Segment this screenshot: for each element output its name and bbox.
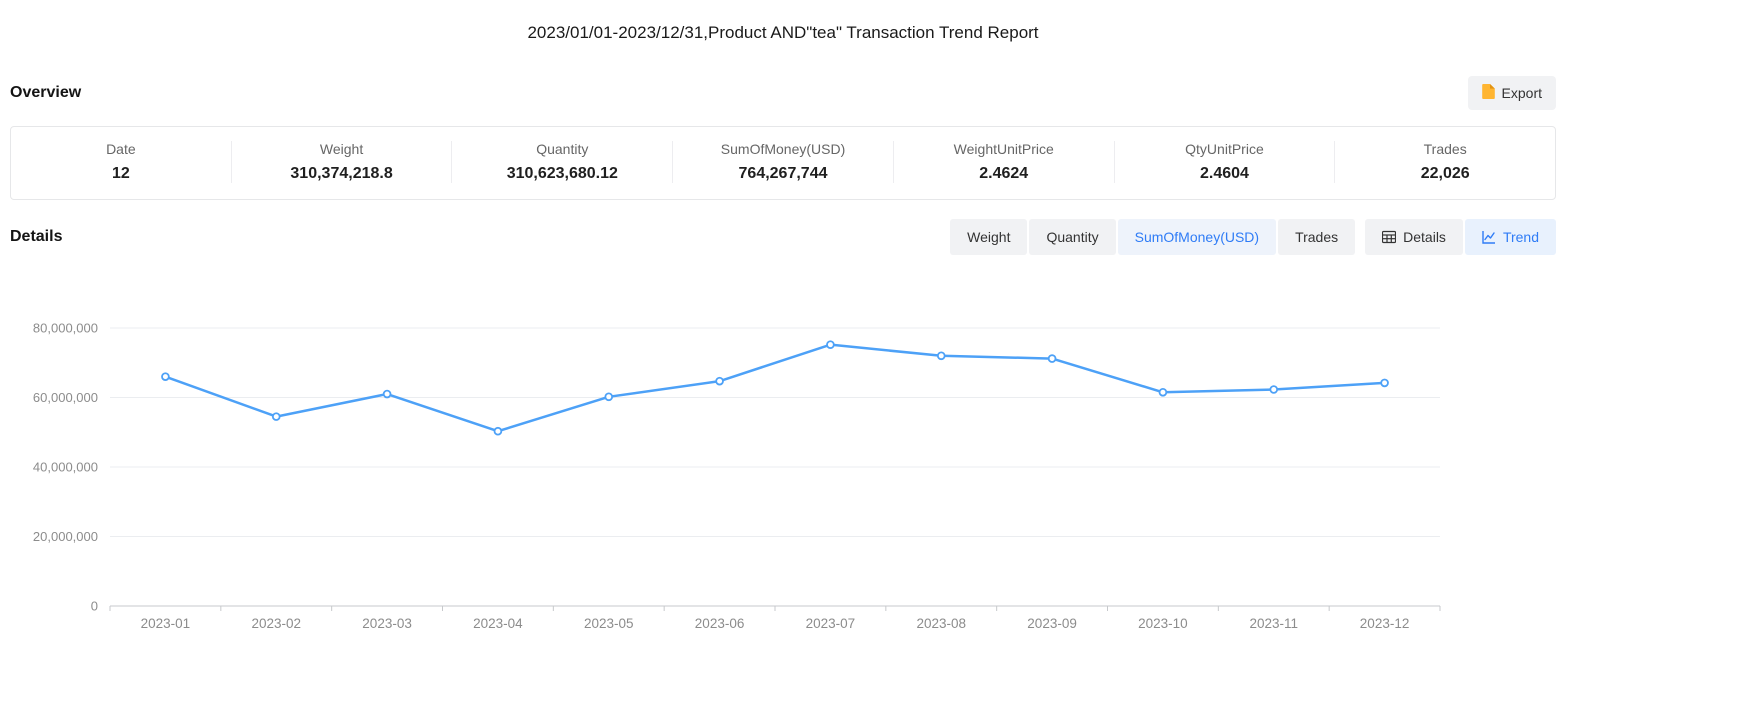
x-axis-tick-label: 2023-01 bbox=[141, 616, 191, 631]
details-header-row: Details Weight Quantity SumOfMoney(USD) … bbox=[10, 219, 1556, 255]
export-button-label: Export bbox=[1501, 85, 1542, 101]
y-axis-tick-label: 20,000,000 bbox=[33, 529, 98, 544]
x-axis-tick-label: 2023-06 bbox=[695, 616, 745, 631]
x-axis-tick-label: 2023-02 bbox=[251, 616, 301, 631]
tab-label: Trades bbox=[1295, 229, 1339, 245]
stat-item-weight: Weight 310,374,218.8 bbox=[232, 141, 453, 183]
stat-label: QtyUnitPrice bbox=[1185, 141, 1264, 157]
stat-value: 22,026 bbox=[1420, 165, 1470, 182]
trend-chart-icon bbox=[1482, 230, 1496, 244]
data-point-marker bbox=[1269, 385, 1279, 394]
x-axis-tick-label: 2023-11 bbox=[1249, 616, 1298, 631]
tab-trades[interactable]: Trades bbox=[1278, 219, 1356, 255]
view-tab-group: Details Trend bbox=[1365, 219, 1556, 255]
x-axis-tick-label: 2023-07 bbox=[806, 616, 856, 631]
y-axis-tick-label: 80,000,000 bbox=[33, 321, 98, 336]
data-point-marker bbox=[826, 340, 835, 349]
stat-item-sumofmoney: SumOfMoney(USD) 764,267,744 bbox=[673, 141, 894, 183]
stat-label: WeightUnitPrice bbox=[953, 141, 1054, 157]
tab-details-view[interactable]: Details bbox=[1365, 219, 1463, 255]
x-axis-tick-label: 2023-03 bbox=[362, 616, 412, 631]
tab-trend-view[interactable]: Trend bbox=[1464, 219, 1556, 255]
stat-value: 310,374,218.8 bbox=[290, 165, 393, 182]
trend-series-line bbox=[164, 343, 1386, 433]
stat-label: SumOfMoney(USD) bbox=[720, 141, 846, 157]
data-point-marker bbox=[1047, 354, 1057, 363]
tab-label: Details bbox=[1403, 229, 1446, 245]
stat-value: 310,623,680.12 bbox=[506, 165, 618, 182]
data-point-marker bbox=[604, 392, 614, 402]
trend-line-chart: 0 20,000,000 40,000,000 60,000,000 80,000,00… bbox=[33, 321, 1441, 631]
overview-stats-bar: Date 12 Weight 310,374,218.8 Quantity 31… bbox=[10, 126, 1556, 200]
data-point-marker bbox=[493, 426, 503, 436]
tab-quantity[interactable]: Quantity bbox=[1029, 219, 1116, 255]
y-axis-tick-label: 40,000,000 bbox=[33, 460, 98, 475]
data-point-marker bbox=[382, 389, 392, 399]
x-axis-tick-label: 2023-05 bbox=[584, 616, 634, 631]
data-point-marker bbox=[271, 412, 281, 421]
overview-header-row: Overview Export bbox=[10, 75, 1556, 111]
stat-label: Quantity bbox=[536, 141, 589, 157]
x-axis-tick-label: 2023-08 bbox=[916, 616, 966, 631]
tab-weight[interactable]: Weight bbox=[950, 219, 1028, 255]
x-axis-tick-label: 2023-10 bbox=[1138, 616, 1188, 631]
data-point-marker bbox=[161, 372, 170, 381]
tab-label: Weight bbox=[967, 229, 1011, 245]
export-file-icon bbox=[1481, 84, 1495, 102]
details-controls: Weight Quantity SumOfMoney(USD) Trades bbox=[950, 219, 1556, 255]
stat-value: 12 bbox=[111, 165, 130, 182]
y-axis-tick-label: 0 bbox=[91, 599, 98, 614]
export-button[interactable]: Export bbox=[1467, 76, 1556, 110]
stat-item-weightunitprice: WeightUnitPrice 2.4624 bbox=[894, 141, 1115, 183]
details-section-heading: Details bbox=[10, 228, 63, 245]
tab-sumofmoney[interactable]: SumOfMoney(USD) bbox=[1117, 219, 1277, 255]
stat-label: Weight bbox=[319, 141, 364, 157]
stat-item-date: Date 12 bbox=[11, 141, 232, 183]
trend-chart-container: 0 20,000,000 40,000,000 60,000,000 80,000,00… bbox=[10, 267, 1556, 644]
x-axis-tick-label: 2023-12 bbox=[1360, 616, 1410, 631]
page-title: 2023/01/01-2023/12/31,Product AND"tea" T… bbox=[527, 23, 1039, 42]
metric-tab-group: Weight Quantity SumOfMoney(USD) Trades bbox=[950, 219, 1356, 255]
stat-label: Date bbox=[106, 141, 136, 157]
stat-label: Trades bbox=[1423, 141, 1467, 157]
data-point-marker bbox=[715, 376, 724, 386]
tab-label: Quantity bbox=[1046, 229, 1099, 245]
stat-item-trades: Trades 22,026 bbox=[1335, 141, 1555, 183]
y-axis-tick-label: 60,000,000 bbox=[33, 390, 98, 405]
data-point-marker bbox=[1380, 378, 1389, 388]
stat-value: 2.4604 bbox=[1199, 165, 1249, 182]
x-axis-tick-label: 2023-04 bbox=[473, 616, 523, 631]
tab-label: SumOfMoney(USD) bbox=[1134, 229, 1260, 245]
stat-item-quantity: Quantity 310,623,680.12 bbox=[452, 141, 674, 183]
stat-value: 2.4624 bbox=[979, 165, 1029, 182]
overview-section-heading: Overview bbox=[10, 84, 82, 101]
data-point-marker bbox=[1158, 387, 1168, 397]
tab-label: Trend bbox=[1502, 229, 1539, 245]
x-axis-tick-label: 2023-09 bbox=[1027, 616, 1077, 631]
stat-item-qtyunitprice: QtyUnitPrice 2.4604 bbox=[1115, 141, 1336, 183]
report-page: 2023/01/01-2023/12/31,Product AND"tea" T… bbox=[10, 0, 1556, 644]
data-point-marker bbox=[936, 351, 946, 361]
table-icon bbox=[1382, 230, 1397, 244]
stat-value: 764,267,744 bbox=[738, 165, 828, 182]
